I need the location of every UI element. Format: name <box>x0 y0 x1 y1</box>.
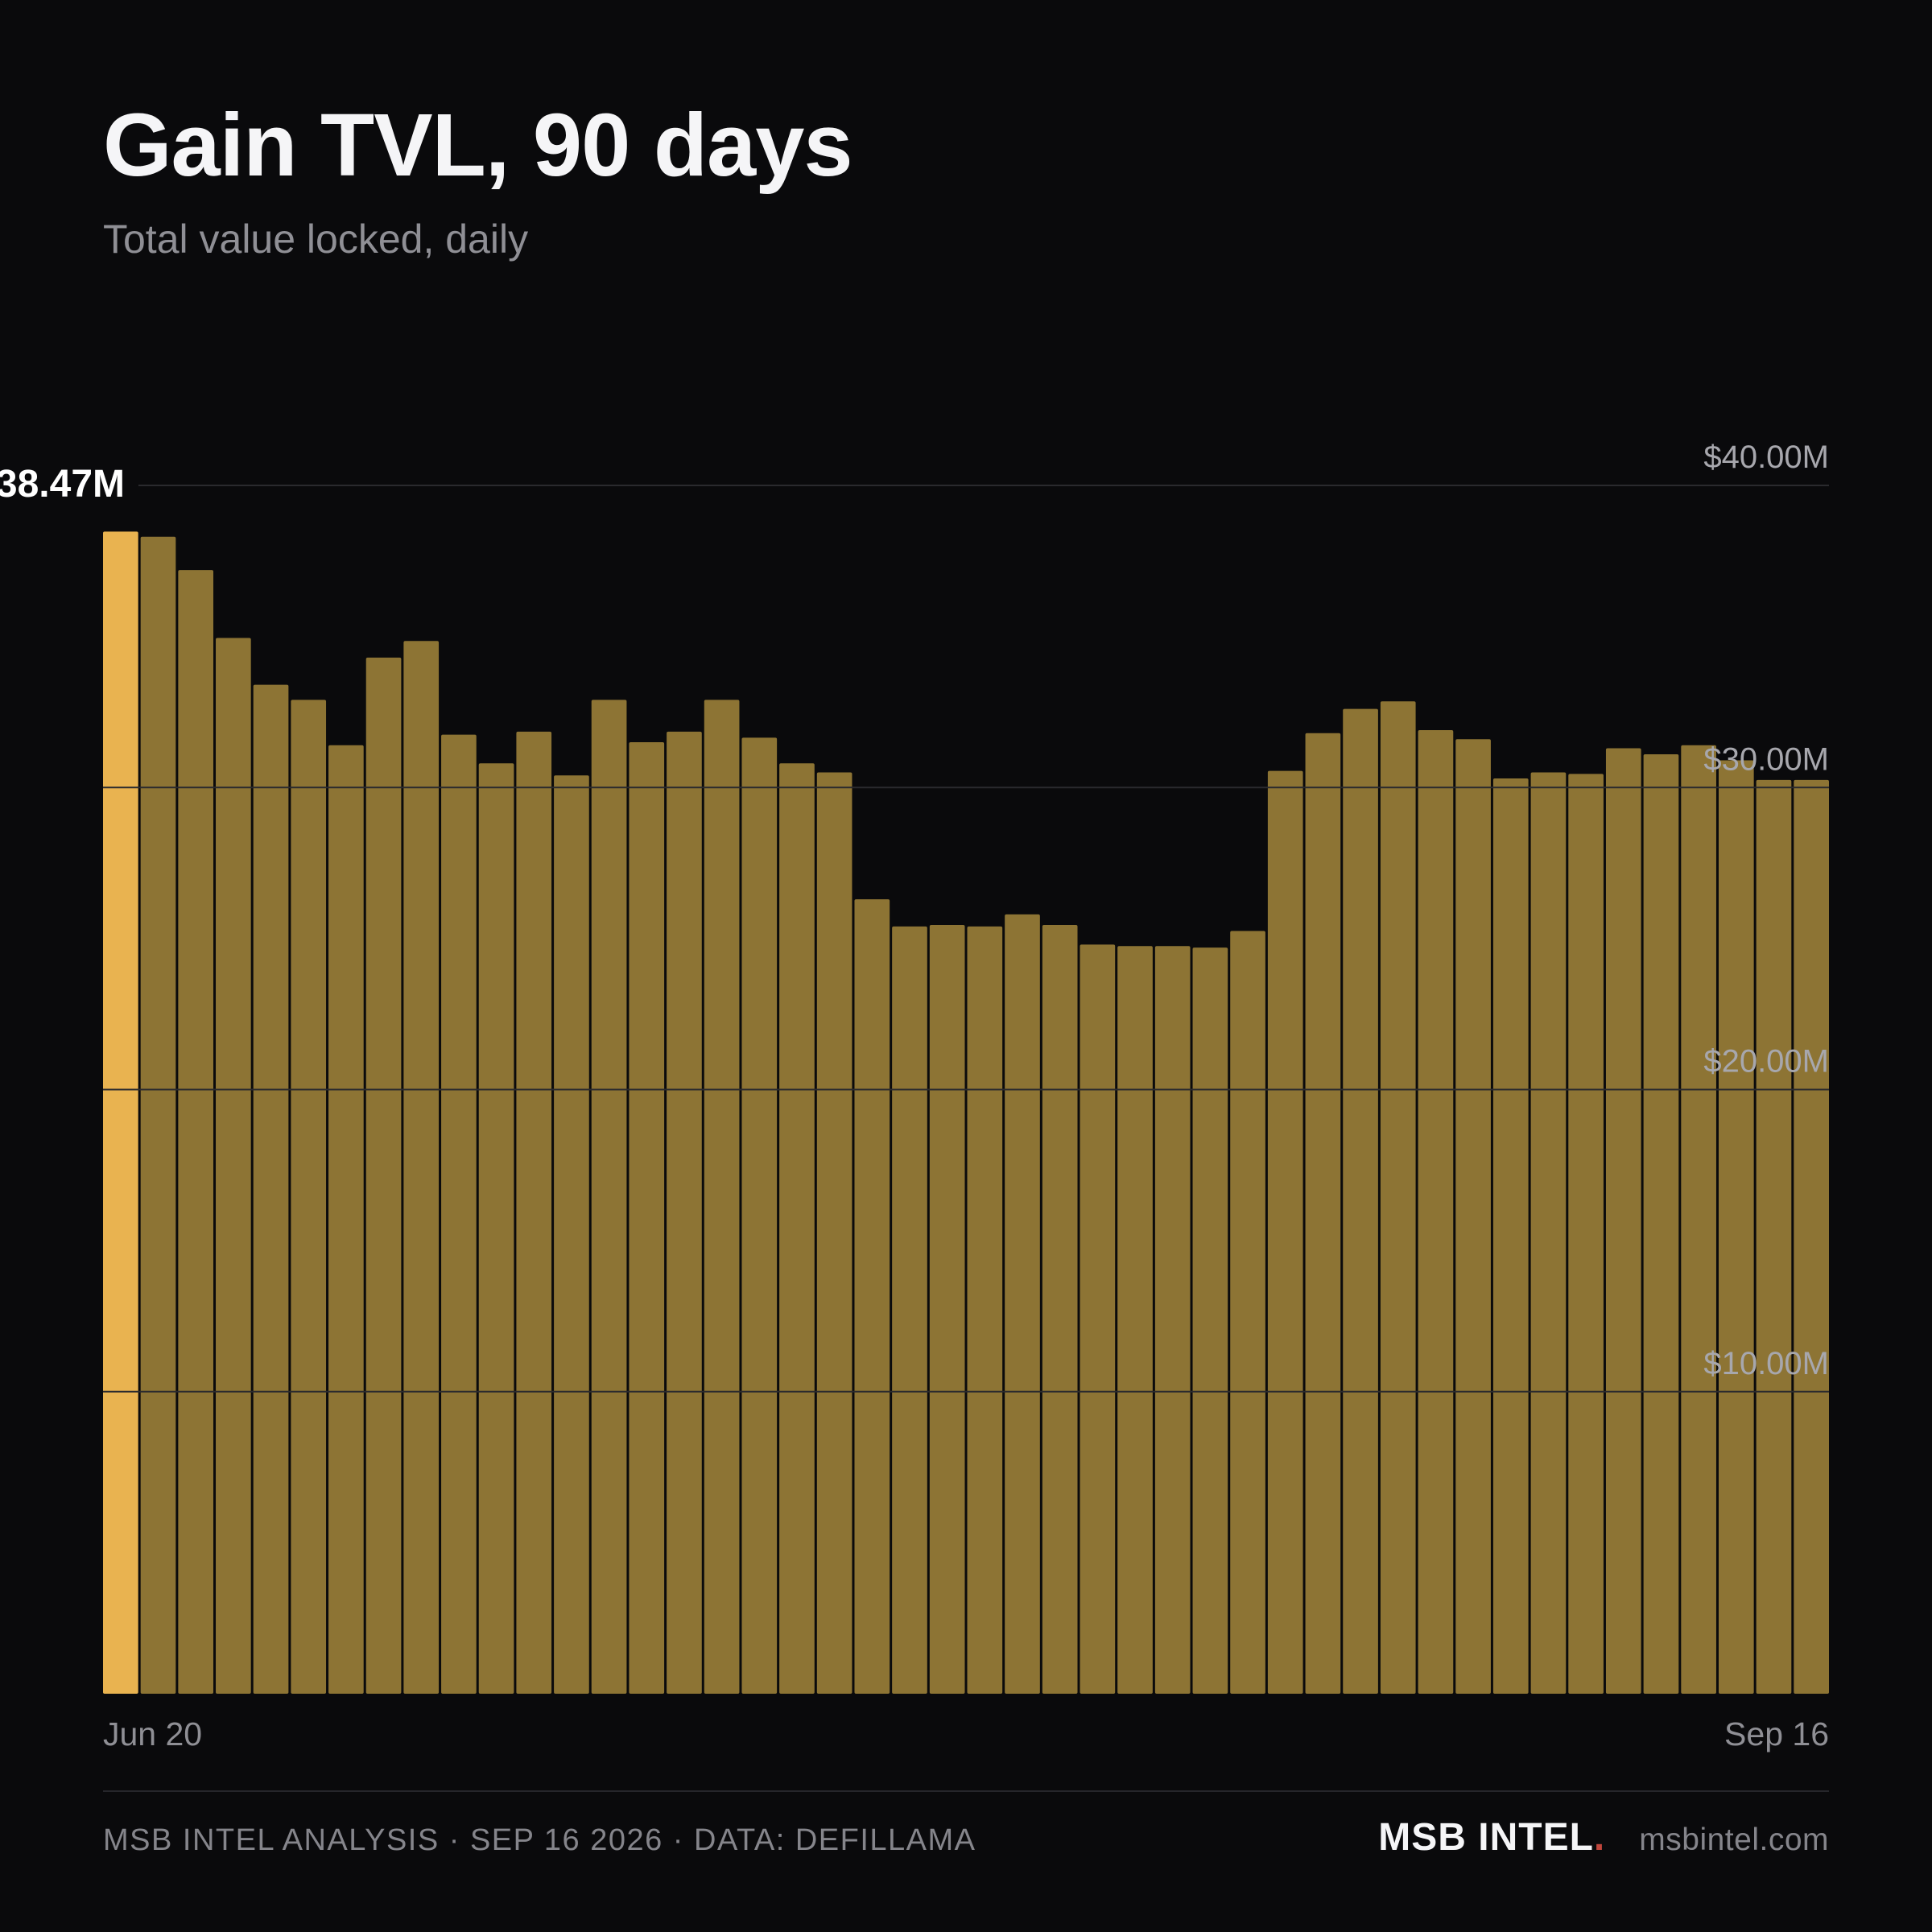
bar <box>1042 924 1078 1694</box>
footer-credits: MSB INTEL ANALYSIS · SEP 16 2026 · DATA:… <box>103 1823 976 1857</box>
y-tick-label: $40.00M <box>1703 440 1829 475</box>
bar <box>1380 701 1416 1694</box>
bar <box>1080 944 1116 1694</box>
bar <box>1455 739 1491 1695</box>
bar <box>1681 745 1716 1694</box>
bar <box>1230 931 1265 1694</box>
bar <box>1492 778 1529 1694</box>
bar <box>1794 779 1829 1694</box>
bar <box>629 741 665 1695</box>
bar <box>554 775 589 1694</box>
bar <box>854 899 890 1694</box>
bar <box>365 657 402 1694</box>
y-tick-label: $20.00M <box>1703 1044 1829 1080</box>
footer-divider <box>103 1790 1829 1792</box>
bar <box>1192 947 1228 1694</box>
bar <box>704 700 740 1695</box>
bar <box>216 638 251 1694</box>
bar <box>253 684 289 1695</box>
bar <box>291 700 327 1695</box>
bar <box>328 745 364 1694</box>
bar <box>516 731 552 1694</box>
bar <box>667 731 702 1694</box>
y-tick-label: $30.00M <box>1703 741 1829 777</box>
bar <box>1305 733 1341 1695</box>
bar <box>1568 774 1604 1694</box>
brand-name: MSB INTEL <box>1378 1816 1594 1859</box>
x-tick-label-end: Sep 16 <box>1724 1715 1829 1752</box>
bar <box>591 700 627 1695</box>
bar <box>1005 914 1040 1694</box>
bar <box>1418 729 1454 1695</box>
bar <box>478 763 514 1694</box>
bar <box>441 734 477 1694</box>
bar <box>1154 946 1191 1694</box>
bar <box>1605 748 1641 1694</box>
bar <box>178 570 214 1694</box>
brand-dot: . <box>1593 1816 1606 1859</box>
bar <box>892 926 927 1694</box>
bar <box>1718 760 1754 1694</box>
bar <box>1343 708 1378 1695</box>
bar <box>403 641 440 1694</box>
bar-highlight <box>103 531 138 1695</box>
bar <box>1756 779 1792 1694</box>
bar <box>741 737 778 1694</box>
x-tick-label-start: Jun 20 <box>103 1715 202 1752</box>
bar <box>140 536 176 1694</box>
y-tick-label: $10.00M <box>1703 1346 1829 1381</box>
site-url[interactable]: msbintel.com <box>1639 1823 1829 1857</box>
bar <box>1530 772 1567 1694</box>
bar <box>929 924 965 1694</box>
bar <box>1267 770 1303 1694</box>
bar <box>779 763 815 1694</box>
bar <box>1643 753 1679 1694</box>
chart-title: Gain TVL, 90 days <box>103 96 853 195</box>
highlight-value-label: $38.47M <box>0 463 125 506</box>
bar <box>1117 946 1153 1694</box>
bar <box>816 772 852 1694</box>
tvl-bar-chart: $10.00M $20.00M $30.00M $40.00M $38.47M Jun 2… <box>0 440 1829 1752</box>
bar <box>967 926 1003 1694</box>
chart-subtitle: Total value locked, daily <box>103 217 529 262</box>
brand-logo: MSB INTEL. <box>1378 1815 1605 1860</box>
footer-branding: MSB INTEL. msbintel.com <box>1378 1815 1829 1860</box>
